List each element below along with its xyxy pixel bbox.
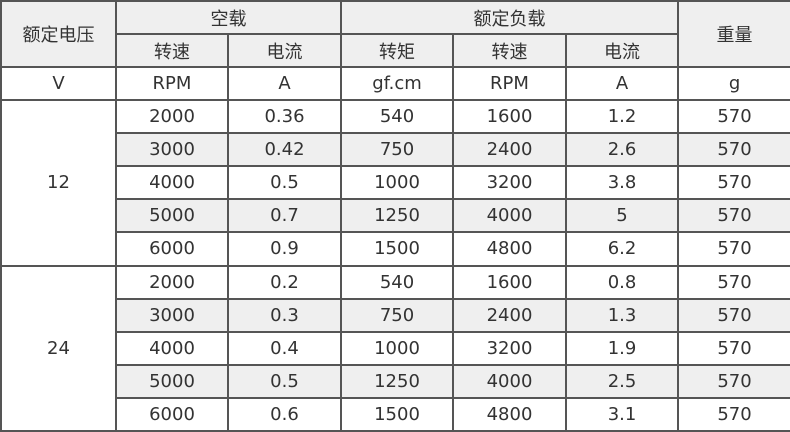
value-cell: 570 (677, 132, 790, 168)
value-cell: 1600 (452, 99, 567, 135)
value-cell: 5 (564, 198, 680, 234)
unit-cell: RPM (452, 66, 567, 102)
header-no-load: 空载 (115, 0, 342, 36)
value-cell: 2.6 (564, 132, 680, 168)
value-cell: 1.9 (564, 330, 680, 366)
value-cell: 0.7 (227, 198, 342, 234)
table-row: 3000 0.42 750 2400 2.6 570 (1, 132, 790, 168)
table-row: 5000 0.7 1250 4000 5 570 (1, 198, 790, 234)
value-cell: 2.5 (564, 363, 680, 399)
value-cell: 3000 (115, 132, 229, 168)
value-cell: 4000 (452, 363, 567, 399)
table-row: 4000 0.5 1000 3200 3.8 570 (1, 165, 790, 201)
value-cell: 2000 (115, 264, 229, 300)
value-cell: 1250 (340, 363, 454, 399)
value-cell: 750 (340, 297, 454, 333)
header-row-2: 转速 电流 转矩 转速 电流 (1, 33, 790, 69)
value-cell: 3.8 (564, 165, 680, 201)
unit-cell: A (227, 66, 342, 102)
value-cell: 570 (677, 363, 790, 399)
unit-cell: RPM (115, 66, 229, 102)
value-cell: 750 (340, 132, 454, 168)
value-cell: 540 (340, 264, 454, 300)
value-cell: 570 (677, 264, 790, 300)
value-cell: 3200 (452, 165, 567, 201)
table-row: 4000 0.4 1000 3200 1.9 570 (1, 330, 790, 366)
unit-cell: A (564, 66, 680, 102)
table-row: 5000 0.5 1250 4000 2.5 570 (1, 363, 790, 399)
header-row-1: 额定电压 空载 额定负载 重量 (0, 0, 790, 69)
value-cell: 5000 (115, 198, 229, 234)
value-cell: 3.1 (564, 396, 680, 432)
voltage-cell: 24 (0, 264, 117, 432)
value-cell: 0.6 (227, 396, 342, 432)
unit-cell: g (677, 66, 790, 102)
voltage-cell: 12 (0, 99, 117, 267)
value-cell: 570 (677, 165, 790, 201)
header-no-load-speed: 转速 (115, 33, 229, 69)
value-cell: 570 (677, 198, 790, 234)
value-cell: 0.8 (564, 264, 680, 300)
value-cell: 6.2 (564, 231, 680, 267)
value-cell: 0.42 (227, 132, 342, 168)
value-cell: 4800 (452, 231, 567, 267)
header-load-speed: 转速 (452, 33, 567, 69)
table-row: 24 2000 0.2 540 1600 0.8 570 (0, 264, 790, 432)
unit-cell: gf.cm (340, 66, 454, 102)
value-cell: 1500 (340, 231, 454, 267)
value-cell: 0.3 (227, 297, 342, 333)
table-row: 3000 0.3 750 2400 1.3 570 (1, 297, 790, 333)
value-cell: 540 (340, 99, 454, 135)
value-cell: 4800 (452, 396, 567, 432)
table-row: 6000 0.6 1500 4800 3.1 570 (1, 396, 790, 432)
value-cell: 3200 (452, 330, 567, 366)
header-weight: 重量 (677, 0, 790, 69)
value-cell: 4000 (115, 330, 229, 366)
header-load-current: 电流 (564, 33, 680, 69)
value-cell: 0.5 (227, 363, 342, 399)
table-row: 6000 0.9 1500 4800 6.2 570 (1, 231, 790, 267)
value-cell: 1000 (340, 165, 454, 201)
value-cell: 1000 (340, 330, 454, 366)
value-cell: 0.36 (227, 99, 342, 135)
value-cell: 0.9 (227, 231, 342, 267)
value-cell: 1250 (340, 198, 454, 234)
header-no-load-current: 电流 (227, 33, 342, 69)
value-cell: 0.4 (227, 330, 342, 366)
value-cell: 5000 (115, 363, 229, 399)
unit-cell: V (0, 66, 117, 102)
header-torque: 转矩 (340, 33, 454, 69)
value-cell: 2400 (452, 297, 567, 333)
value-cell: 1600 (452, 264, 567, 300)
value-cell: 570 (677, 297, 790, 333)
units-row: V RPM A gf.cm RPM A g (0, 66, 790, 102)
value-cell: 570 (677, 396, 790, 432)
header-rated-voltage: 额定电压 (0, 0, 117, 69)
value-cell: 0.5 (227, 165, 342, 201)
value-cell: 3000 (115, 297, 229, 333)
value-cell: 6000 (115, 396, 229, 432)
value-cell: 0.2 (227, 264, 342, 300)
value-cell: 1500 (340, 396, 454, 432)
value-cell: 2400 (452, 132, 567, 168)
table-row: 12 2000 0.36 540 1600 1.2 570 (0, 99, 790, 267)
value-cell: 2000 (115, 99, 229, 135)
value-cell: 570 (677, 330, 790, 366)
value-cell: 4000 (115, 165, 229, 201)
value-cell: 6000 (115, 231, 229, 267)
value-cell: 1.3 (564, 297, 680, 333)
value-cell: 1.2 (564, 99, 680, 135)
value-cell: 570 (677, 99, 790, 135)
value-cell: 570 (677, 231, 790, 267)
value-cell: 4000 (452, 198, 567, 234)
header-rated-load: 额定负载 (339, 0, 680, 36)
